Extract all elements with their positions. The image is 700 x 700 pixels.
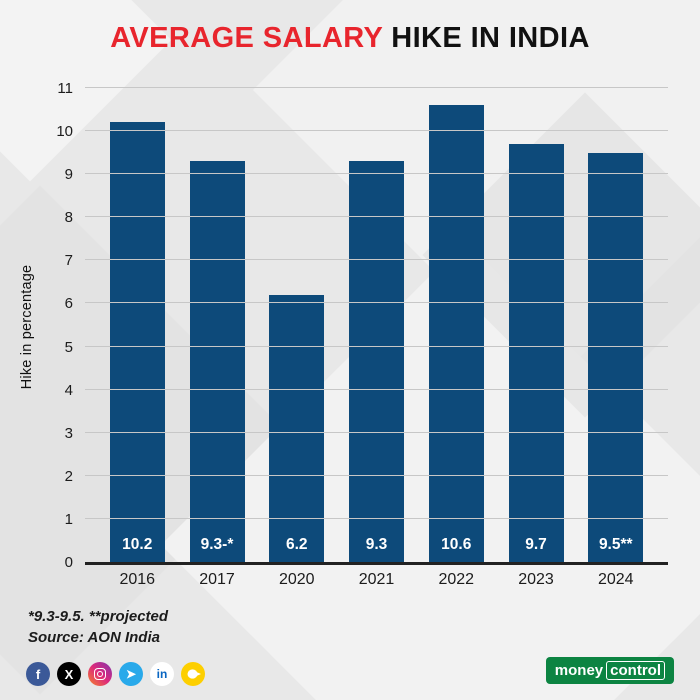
x-tick-label: 2022 — [438, 571, 475, 588]
y-tick-label: 3 — [64, 424, 73, 442]
x-tick-label: 2017 — [199, 571, 235, 588]
gridline — [85, 216, 668, 218]
y-tick-label: 10 — [56, 123, 73, 141]
x-tick-label: 2020 — [278, 571, 315, 588]
y-tick-label: 2 — [64, 467, 73, 485]
bar-value-label: 6.2 — [285, 536, 308, 553]
gridline — [85, 474, 668, 476]
bar-cell: 9.5** — [588, 88, 644, 562]
y-tick-label: 1 — [64, 510, 73, 528]
chart-title-rest: HIKE IN INDIA — [382, 22, 590, 54]
x-axis-labels: 2016 2017 2020 2021 2022 2023 2024 — [85, 571, 668, 589]
bar-2021: 9.3 — [349, 161, 404, 562]
bar-cell: 10.2 — [109, 88, 165, 562]
x-tick-label: 2021 — [358, 571, 395, 588]
facebook-icon[interactable]: f — [26, 662, 50, 686]
koo-bird-glyph — [187, 669, 201, 679]
bar-value-label: 10.6 — [441, 536, 472, 553]
bar-2023: 9.7 — [508, 144, 564, 562]
gridline — [85, 130, 668, 132]
y-tick-label: 0 — [64, 554, 73, 571]
chart-title-highlight: AVERAGE SALARY — [110, 22, 383, 54]
bars-row: 10.2 9.3-* 6.2 9.3 10.6 9.7 9.5** — [85, 88, 668, 562]
footnote-line-2: Source: AON India — [28, 629, 160, 646]
logo-text-control: control — [606, 661, 665, 680]
koo-icon[interactable] — [181, 662, 205, 686]
logo-text-money: money — [554, 662, 604, 679]
x-tick-label: 2016 — [119, 571, 156, 588]
y-tick-label: 4 — [64, 381, 73, 399]
gridline — [85, 87, 668, 88]
x-icon[interactable]: X — [57, 662, 81, 686]
gridline — [85, 388, 668, 390]
gridline — [85, 345, 668, 347]
bar-cell: 9.3 — [349, 88, 404, 562]
linkedin-icon[interactable]: in — [150, 662, 174, 686]
y-tick-label: 9 — [64, 166, 73, 184]
y-tick-label: 6 — [64, 295, 73, 313]
x-tick-label: 2023 — [518, 571, 554, 588]
bar-value-label: 9.3-* — [200, 536, 234, 553]
bar-2020: 6.2 — [269, 294, 325, 562]
gridline — [85, 431, 668, 433]
footnotes: *9.3-9.5. **projected Source: AON India — [28, 606, 168, 648]
bar-cell: 6.2 — [269, 88, 325, 562]
y-axis-title: Hike in percentage — [19, 264, 35, 389]
social-icons: f X ➤ in — [26, 662, 205, 686]
bar-cell: 10.6 — [428, 88, 484, 562]
y-tick-label: 7 — [64, 252, 73, 270]
bar-value-label: 9.3 — [365, 536, 388, 553]
chart-title: AVERAGE SALARY HIKE IN INDIA — [0, 0, 700, 55]
x-tick-label: 2024 — [597, 571, 634, 588]
gridline — [85, 259, 668, 261]
bar-2017: 9.3-* — [189, 161, 245, 562]
bar-2024: 9.5** — [588, 152, 644, 562]
bar-2016: 10.2 — [109, 122, 165, 562]
bar-cell: 9.7 — [508, 88, 564, 562]
footnote-line-1: *9.3-9.5. **projected — [28, 608, 169, 625]
instagram-icon[interactable] — [88, 662, 112, 686]
telegram-icon[interactable]: ➤ — [119, 662, 143, 686]
gridline — [85, 173, 668, 175]
bar-value-label: 9.5** — [598, 536, 633, 553]
instagram-camera-glyph — [94, 668, 106, 680]
bar-cell: 9.3-* — [189, 88, 245, 562]
bar-value-label: 9.7 — [525, 536, 547, 553]
gridline — [85, 517, 668, 519]
moneycontrol-logo[interactable]: money control — [545, 657, 674, 684]
y-tick-label: 8 — [64, 209, 73, 227]
gridline — [85, 302, 668, 304]
plot-area: 10.2 9.3-* 6.2 9.3 10.6 9.7 9.5** 2016 2017 2020… — [56, 80, 668, 588]
y-tick-label: 11 — [57, 80, 73, 97]
bar-chart: Hike in percentage 10.2 9.3-* 6.2 9.3 10.6 9.… — [19, 80, 668, 588]
bar-value-label: 10.2 — [122, 536, 153, 553]
y-tick-label: 5 — [64, 338, 73, 356]
